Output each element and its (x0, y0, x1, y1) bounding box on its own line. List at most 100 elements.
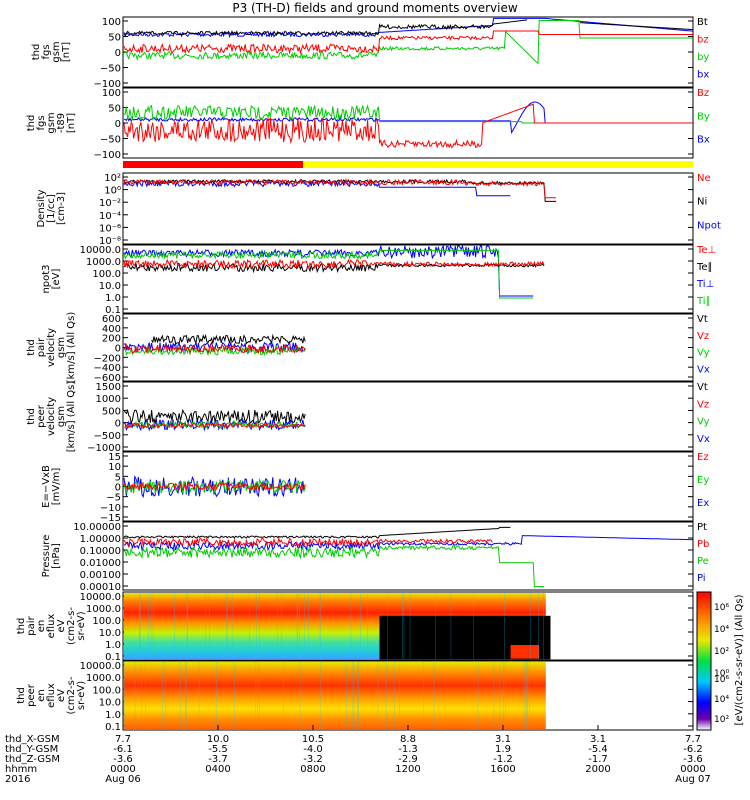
legend-peer_velocity: Vx (697, 434, 710, 445)
ylabel-line: fgs (36, 115, 47, 130)
ylabel-line: pair (36, 337, 47, 357)
ylabel-peer_en_eflux: thd peer en eflux eV (cm2-s-sr-eV) (16, 676, 87, 714)
ylabel-line: en (36, 689, 47, 702)
legend-peer_velocity: Vy (697, 417, 710, 428)
ylabel-line: (cm2-s- (66, 607, 77, 645)
ytick-label-pair_en_eflux: 100.0 (92, 616, 121, 627)
ytick-label-fgs_gsm: 100 (102, 17, 121, 28)
ytick-label-density: 10⁻⁶ (99, 223, 121, 234)
series-ey (123, 477, 306, 495)
xaxis-value: -6.1 (113, 744, 133, 755)
ylabel-peer_velocity: thd peer velocity gsm [km/s] (All Qs) (26, 381, 77, 453)
xaxis-value: 10.0 (207, 734, 229, 745)
ytick-label-efield: −10 (100, 503, 121, 514)
ylabel-pair_velocity: thd pair velocity gsm [km/s] (All Qs) (26, 312, 77, 384)
legend-fgs_gsm: bz (697, 35, 709, 46)
ylabel-efield: E=−VxB [mV/m] (41, 465, 62, 508)
series-bz (123, 30, 693, 55)
xaxis-value: 1600 (490, 764, 515, 775)
pair-spectrogram-frame (122, 591, 694, 661)
ylabel-density: Density [1/cc] [cm-3] (36, 189, 67, 227)
xaxis-value: -6.2 (683, 744, 703, 755)
xaxis-value: -3.6 (113, 754, 133, 765)
legend-pair_velocity: Vt (697, 314, 708, 325)
xaxis-value: -1.2 (493, 754, 513, 765)
ylabel-line: thd (26, 339, 37, 356)
legend-pressure: Pi (697, 573, 706, 584)
ylabel-line: velocity (46, 397, 57, 436)
ytick-label-pressure: 1.00000 (80, 534, 121, 545)
ytick-label-peer_en_eflux: 10000.0 (80, 661, 121, 672)
series-vy (123, 419, 306, 430)
ytick-label-efield: 15 (108, 452, 121, 463)
ytick-label-fgs_gsm_t89: 100 (102, 88, 121, 99)
colorbar-tick: 10⁶ (714, 675, 729, 685)
legend-pressure: Pb (697, 539, 709, 550)
series-vz (123, 343, 306, 355)
series-ti-par (123, 249, 534, 299)
ytick-label-fgs_gsm: −100 (94, 79, 121, 90)
ylabel-line: thd (16, 687, 27, 704)
xaxis-value: -3.6 (683, 754, 703, 765)
ytick-label-pair_en_eflux: 1.0 (105, 640, 121, 651)
ylabel-line: (cm2-s- (66, 676, 77, 714)
mode-bar-slow (303, 161, 693, 168)
series-ez (123, 481, 306, 492)
ylabel-line: npot3 (41, 264, 52, 293)
legend-fgs_gsm: bx (697, 70, 709, 81)
xaxis-value: -4.0 (303, 744, 323, 755)
ylabel-line: gsm (56, 406, 67, 427)
xaxis-value: 1.9 (495, 744, 511, 755)
xaxis-year: 2016 (5, 774, 30, 785)
ylabel-line: [cm-3] (56, 192, 67, 225)
legend-fgs_gsm: Bt (697, 17, 708, 28)
ylabel-line: [nPa] (51, 543, 62, 569)
series-pi (123, 535, 693, 552)
legend-pair_velocity: Vz (697, 331, 709, 342)
xaxis-end-date: Aug 07 (675, 774, 710, 785)
panel-frame-pressure (122, 521, 694, 591)
ytick-label-peer_velocity: −1000 (87, 443, 121, 454)
xaxis-value: 10.5 (302, 734, 324, 745)
ylabel-line: [km/s] (All Qs) (66, 312, 77, 384)
colorbar-label-text: [eV/(cm2-s-sr-eV)] (All Qs) (734, 594, 745, 725)
ylabel-line: thd (16, 618, 27, 635)
ytick-label-peer_velocity: 1000 (96, 394, 121, 405)
ytick-label-fgs_gsm: 0 (115, 48, 121, 59)
ylabel-line: thd (26, 408, 37, 425)
legend-peer_velocity: Vt (697, 382, 708, 393)
xaxis-value: -3.2 (303, 754, 323, 765)
legend-fgs_gsm_t89: Bz (697, 88, 709, 99)
ylabel-line: eV (56, 689, 67, 702)
ylabel-line: gsm (51, 41, 62, 62)
ylabel-line: thd (31, 44, 42, 61)
ytick-label-density: 10⁰ (104, 186, 121, 197)
ytick-label-peer_en_eflux: 1000.0 (86, 673, 121, 684)
ylabel-temperature: npot3 [eV] (41, 264, 62, 293)
ylabel-line: gsm (46, 112, 57, 133)
series-te-perp (123, 258, 545, 270)
xaxis-value: -2.9 (398, 754, 418, 765)
xaxis-value: -5.4 (588, 744, 608, 755)
legend-density: Npot (697, 220, 721, 231)
ytick-label-peer_en_eflux: 10.0 (99, 698, 121, 709)
ylabel-line: en (36, 620, 47, 633)
ylabel-line: [km/s] (All Qs) (66, 381, 77, 453)
legend-fgs_gsm_t89: Bx (697, 135, 710, 146)
ytick-label-temperature: 10.0 (99, 281, 121, 292)
ylabel-line: [nT] (61, 42, 72, 62)
series-by (123, 104, 693, 124)
ytick-label-pair_velocity: −200 (94, 353, 121, 364)
xaxis-row-name: thd_Z-GSM (5, 754, 60, 765)
ytick-label-fgs_gsm: −50 (100, 64, 121, 75)
series-vt (151, 333, 306, 346)
xaxis-value: -3.7 (208, 754, 228, 765)
ylabel-line: thd (26, 115, 37, 132)
plot-title: P3 (TH-D) fields and ground moments over… (232, 1, 518, 15)
ytick-label-temperature: 100.0 (92, 269, 121, 280)
xaxis-value: 7.7 (685, 734, 701, 745)
series-bz (123, 103, 693, 149)
ytick-label-peer_en_eflux: 1.0 (105, 710, 121, 721)
ytick-label-density: 10² (104, 173, 121, 184)
